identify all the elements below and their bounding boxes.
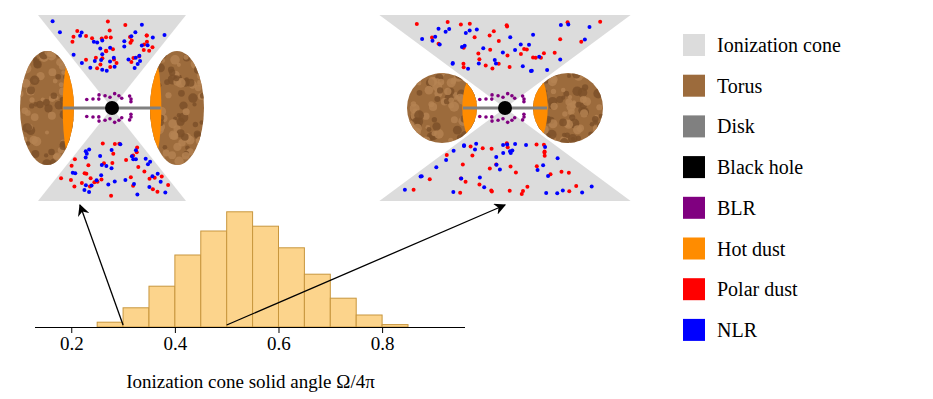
svg-text:Disk: Disk (717, 115, 755, 137)
svg-text:Ionization cone solid angle Ω/: Ionization cone solid angle Ω/4π (126, 371, 375, 392)
svg-text:0.8: 0.8 (371, 333, 395, 354)
svg-text:Ionization cone: Ionization cone (717, 34, 841, 56)
svg-text:Polar dust: Polar dust (717, 278, 798, 300)
svg-text:0.6: 0.6 (267, 333, 291, 354)
svg-text:Torus: Torus (717, 75, 762, 97)
svg-text:BLR: BLR (717, 197, 757, 219)
svg-text:0.2: 0.2 (60, 333, 84, 354)
svg-text:NLR: NLR (717, 319, 758, 341)
svg-text:Hot dust: Hot dust (717, 238, 786, 260)
svg-text:0.4: 0.4 (164, 333, 188, 354)
svg-text:Black hole: Black hole (717, 156, 803, 178)
